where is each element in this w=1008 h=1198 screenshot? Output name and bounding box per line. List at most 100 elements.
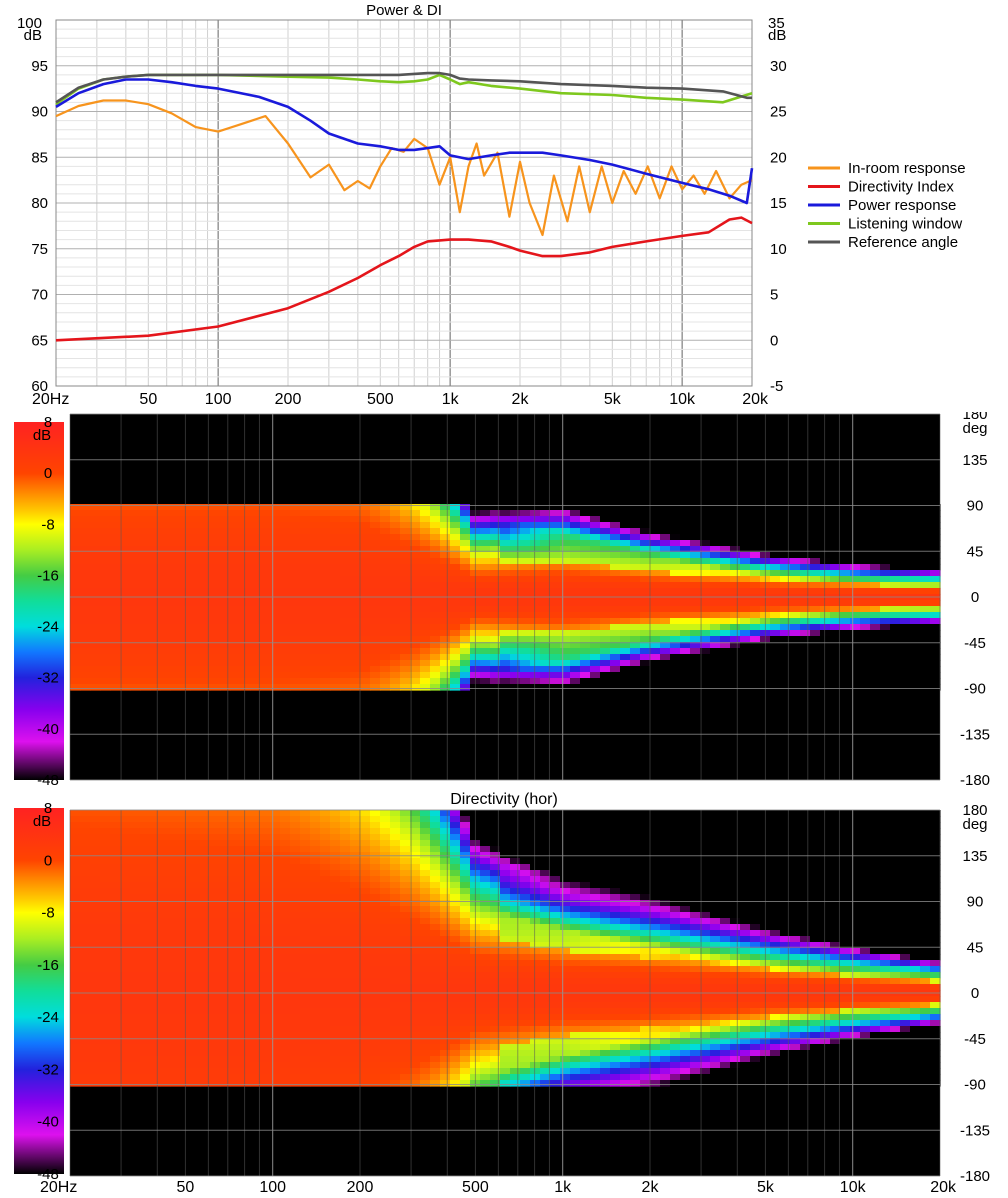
heatmap-cell (400, 588, 411, 595)
heatmap-cell (870, 516, 881, 523)
heatmap-cell (620, 558, 631, 565)
heatmap-cell (80, 504, 91, 511)
heatmap-cell (280, 882, 291, 889)
heatmap-cell (350, 618, 361, 625)
heatmap-cell (430, 606, 441, 613)
heatmap-cell (120, 1056, 131, 1063)
heatmap-cell (120, 1074, 131, 1081)
heatmap-cell (70, 864, 81, 871)
heatmap-cell (490, 918, 501, 925)
heatmap-cell (340, 828, 351, 835)
heatmap-cell (480, 906, 491, 913)
heatmap-cell (460, 918, 471, 925)
heatmap-cell (800, 546, 811, 553)
heatmap-cell (340, 654, 351, 661)
heatmap-cell (680, 564, 691, 571)
heatmap-cell (90, 972, 101, 979)
heatmap-cell (110, 972, 121, 979)
heatmap-cell (680, 618, 691, 625)
heatmap-cell (90, 924, 101, 931)
heatmap-cell (460, 1074, 471, 1081)
heatmap-cell (380, 552, 391, 559)
heatmap-cell (520, 570, 531, 577)
heatmap-cell (910, 558, 921, 565)
heatmap-cell (780, 648, 791, 655)
heatmap-cell (610, 642, 621, 649)
heatmap-cell (160, 546, 171, 553)
heatmap-cell (890, 564, 901, 571)
heatmap-cell (610, 600, 621, 607)
heatmap-cell (140, 1080, 151, 1087)
heatmap-cell (160, 930, 171, 937)
heatmap-cell (740, 630, 751, 637)
heatmap-cell (430, 516, 441, 523)
heatmap-cell (130, 546, 141, 553)
heatmap-cell (720, 672, 731, 679)
heatmap-cell (110, 924, 121, 931)
heatmap-cell (310, 528, 321, 535)
heatmap-cell (260, 996, 271, 1003)
heatmap-cell (190, 972, 201, 979)
heatmap-cell (140, 1008, 151, 1015)
heatmap-cell (340, 1020, 351, 1027)
heatmap-cell (860, 504, 871, 511)
heatmap-cell (300, 1032, 311, 1039)
heatmap-cell (720, 618, 731, 625)
heatmap-cell (430, 1020, 441, 1027)
heatmap-cell (330, 570, 341, 577)
heatmap-cell (120, 1062, 131, 1069)
heatmap-cell (290, 948, 301, 955)
heatmap-cell (490, 1038, 501, 1045)
heatmap-cell (230, 810, 241, 817)
heatmap-cell (130, 558, 141, 565)
heatmap-cell (820, 510, 831, 517)
heatmap-cell (300, 582, 311, 589)
heatmap-cell (160, 678, 171, 685)
heatmap-cell (510, 516, 521, 523)
heatmap-cell (710, 636, 721, 643)
heatmap-cell (120, 948, 131, 955)
heatmap-cell (450, 672, 461, 679)
heatmap-cell (560, 588, 571, 595)
heatmap-cell (160, 936, 171, 943)
heatmap-cell (500, 828, 511, 835)
heatmap-cell (580, 588, 591, 595)
heatmap-cell (800, 636, 811, 643)
heatmap-cell (190, 930, 201, 937)
heatmap-cell (450, 840, 461, 847)
heatmap-cell (250, 570, 261, 577)
heatmap-cell (400, 996, 411, 1003)
heatmap-cell (670, 618, 681, 625)
heatmap-cell (80, 564, 91, 571)
heatmap-cell (240, 630, 251, 637)
heatmap-cell (460, 966, 471, 973)
heatmap-cell (520, 960, 531, 967)
heatmap-cell (670, 528, 681, 535)
heatmap-cell (550, 522, 561, 529)
heatmap-cell (330, 1032, 341, 1039)
heatmap-cell (380, 966, 391, 973)
heatmap-cell (280, 906, 291, 913)
heatmap-cell (250, 930, 261, 937)
heatmap-cell (770, 606, 781, 613)
heatmap-cell (280, 1008, 291, 1015)
heatmap-cell (170, 1020, 181, 1027)
heatmap-cell (240, 654, 251, 661)
heatmap-cell (840, 576, 851, 583)
heatmap-cell (230, 618, 241, 625)
heatmap-cell (630, 510, 641, 517)
heatmap-cell (220, 810, 231, 817)
heatmap-cell (830, 540, 841, 547)
heatmap-cell (240, 1050, 251, 1057)
heatmap-cell (280, 822, 291, 829)
heatmap-cell (260, 636, 271, 643)
heatmap-cell (220, 600, 231, 607)
heatmap-cell (240, 684, 251, 691)
heatmap-cell (610, 540, 621, 547)
heatmap-cell (380, 624, 391, 631)
heatmap-cell (80, 906, 91, 913)
heatmap-cell (420, 1068, 431, 1075)
heatmap-cell (370, 660, 381, 667)
heatmap-cell (450, 678, 461, 685)
heatmap-cell (830, 546, 841, 553)
